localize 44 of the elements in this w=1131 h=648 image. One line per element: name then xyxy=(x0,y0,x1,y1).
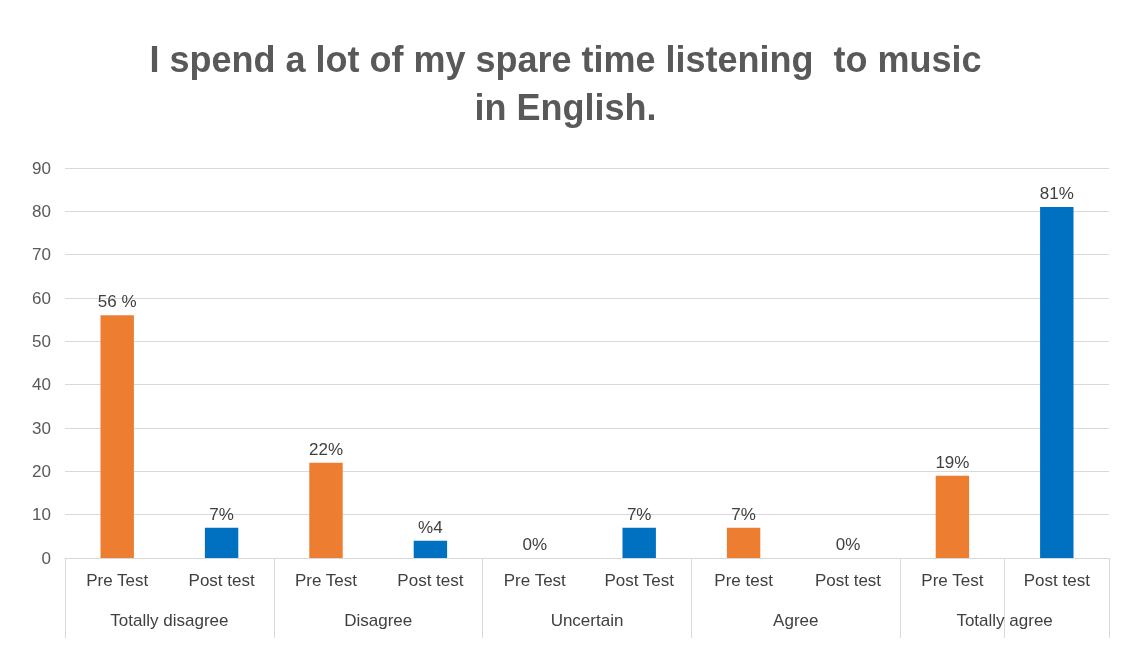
y-tick-label: 50 xyxy=(32,331,51,351)
data-label: 19% xyxy=(935,452,970,472)
bar xyxy=(622,527,656,558)
chart-title: I spend a lot of my spare time listening to music in English. xyxy=(149,38,982,128)
data-label: 22% xyxy=(308,439,344,459)
y-tick-label: 80 xyxy=(32,201,51,221)
y-tick-label: 60 xyxy=(32,288,51,308)
x-tick-label: Pre Test xyxy=(921,571,984,590)
text: Disagree xyxy=(344,611,413,630)
bar xyxy=(204,527,239,558)
y-tick-label: 70 xyxy=(32,245,51,265)
bar xyxy=(413,540,448,558)
y-tick-label: 40 xyxy=(32,375,51,395)
bar xyxy=(1040,207,1074,558)
x-tick-label: Post test xyxy=(397,571,464,590)
data-label: 0% xyxy=(522,535,548,554)
text: Totally agree xyxy=(956,611,1053,630)
y-tick-label: 90 xyxy=(32,158,51,178)
y-tick-label: 20 xyxy=(32,461,51,481)
text: Totally disagree xyxy=(110,611,229,630)
x-tick-label: Post Test xyxy=(604,571,675,590)
x-tick-label: Pre Test xyxy=(294,571,358,590)
data-label: 56 % xyxy=(97,292,137,312)
bar xyxy=(726,527,761,558)
data-label: 7% xyxy=(731,504,756,524)
data-label: 7% xyxy=(209,504,234,524)
x-tick-label: Post test xyxy=(1023,571,1091,590)
bar xyxy=(935,475,970,558)
x-tick-label: Pre Test xyxy=(86,571,149,590)
text: Uncertain xyxy=(550,611,624,630)
x-tick-label: Pre test xyxy=(714,571,774,590)
data-label: 81% xyxy=(1039,184,1074,203)
y-tick-label: 10 xyxy=(32,505,51,525)
bar xyxy=(100,315,134,558)
data-label: 0% xyxy=(835,535,861,554)
text: Agree xyxy=(773,611,819,630)
x-tick-label: Post test xyxy=(188,571,255,590)
y-tick-label: 30 xyxy=(32,418,51,438)
x-tick-label: Post test xyxy=(814,571,882,590)
bar xyxy=(309,462,343,558)
data-label: 7% xyxy=(626,504,652,524)
y-tick-label: 0 xyxy=(41,548,51,568)
x-tick-label: Pre Test xyxy=(503,571,567,590)
data-label: %4 xyxy=(418,517,443,537)
